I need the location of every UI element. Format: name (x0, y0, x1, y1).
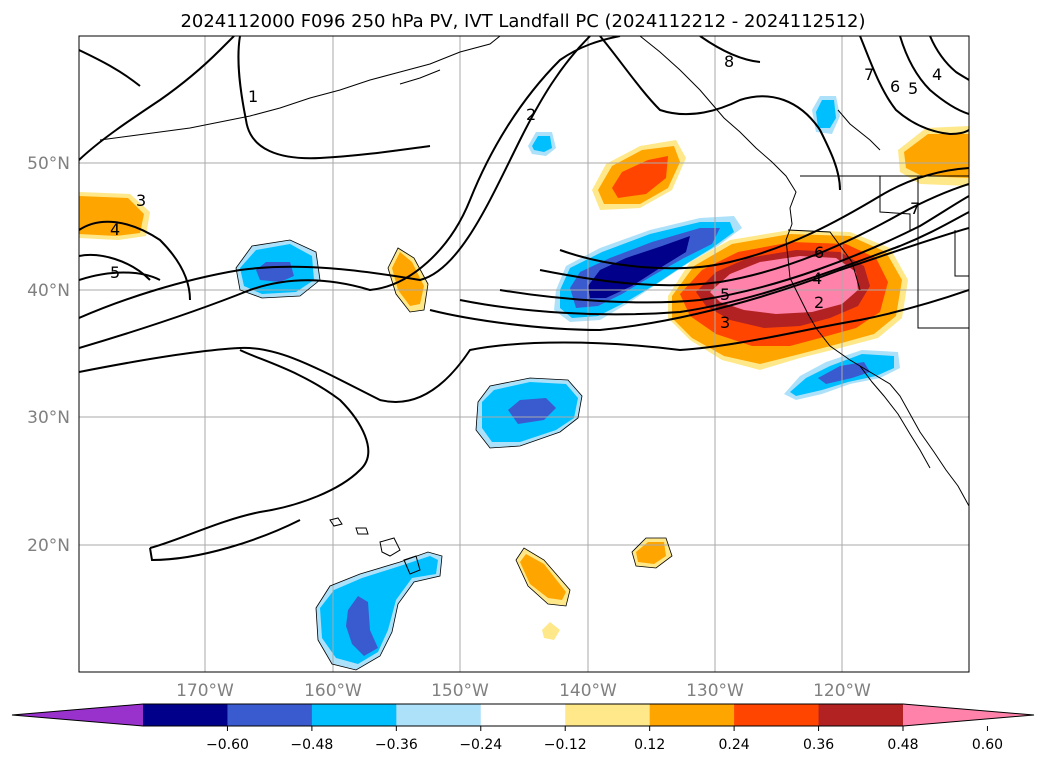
lon-label: 160°W (304, 681, 362, 701)
colorbar-segment (818, 704, 904, 726)
contour-label: 5 (908, 79, 918, 98)
colorbar-segment (649, 704, 735, 726)
contour-label: 3 (136, 191, 146, 210)
colorbar-segment (143, 704, 228, 726)
colorbar-tick-label: −0.60 (206, 737, 249, 753)
shading-layer (79, 96, 969, 670)
colorbar-segment (396, 704, 482, 726)
colorbar-outline (11, 703, 1035, 727)
lon-label: 130°W (686, 681, 744, 701)
contour-label: 2 (814, 293, 824, 312)
contour-label: 1 (248, 87, 258, 106)
colorbar-tick-label: −0.24 (459, 737, 502, 753)
contour-label: 5 (110, 263, 120, 282)
colorbar-tick-label: −0.48 (290, 737, 333, 753)
lon-label: 150°W (431, 681, 489, 701)
contour-label: 5 (720, 285, 730, 304)
contour-label: 7 (910, 199, 920, 218)
map-title: 2024112000 F096 250 hPa PV, IVT Landfall… (180, 11, 865, 32)
colorbar-segment (227, 704, 313, 726)
contour-label: 3 (720, 313, 730, 332)
colorbar-segment (311, 704, 397, 726)
colorbar-tick-label: 0.12 (634, 737, 665, 753)
colorbar: −0.60 −0.48 −0.36 −0.24 −0.12 0.12 0.24 0.36 0.4… (11, 703, 1035, 753)
colorbar-tick-label: 0.60 (972, 737, 1003, 753)
latitude-labels: 50°N 40°N 30°N 20°N (27, 154, 70, 556)
contour-label: 6 (814, 243, 824, 262)
coastlines (99, 36, 969, 575)
colorbar-tick-label: −0.36 (375, 737, 418, 753)
lat-label: 30°N (27, 408, 70, 428)
lon-label: 170°W (176, 681, 234, 701)
colorbar-segment (565, 704, 651, 726)
colorbar-segment (480, 704, 566, 726)
contour-label: 7 (864, 65, 874, 84)
map-layers: 1 2 8 7 6 5 4 3 4 5 7 6 4 5 2 3 (79, 36, 969, 672)
colorbar-extend-max (903, 704, 1034, 726)
colorbar-extend-min (12, 704, 143, 726)
contour-labels: 1 2 8 7 6 5 4 3 4 5 7 6 4 5 2 3 (110, 52, 942, 332)
lat-label: 50°N (27, 154, 70, 174)
pv-contours (79, 36, 969, 562)
lon-label: 120°W (813, 681, 871, 701)
contour-label: 2 (526, 105, 536, 124)
colorbar-tick-label: 0.48 (887, 737, 918, 753)
contour-label: 4 (932, 65, 942, 84)
colorbar-tick-label: 0.36 (803, 737, 834, 753)
contour-label: 4 (812, 269, 822, 288)
contour-label: 4 (110, 220, 120, 239)
colorbar-tick-label: 0.24 (719, 737, 750, 753)
contour-label: 6 (890, 77, 900, 96)
longitude-labels: 170°W 160°W 150°W 140°W 130°W 120°W (176, 681, 871, 701)
lon-label: 140°W (559, 681, 617, 701)
lat-label: 40°N (27, 281, 70, 301)
contour-label: 8 (724, 52, 734, 71)
colorbar-tick-label: −0.12 (544, 737, 587, 753)
colorbar-segment (734, 704, 820, 726)
map-frame (78, 35, 970, 673)
anomaly-blob-orange-south-c (542, 622, 560, 640)
blob-outlines (235, 239, 673, 671)
lat-label: 20°N (27, 536, 70, 556)
